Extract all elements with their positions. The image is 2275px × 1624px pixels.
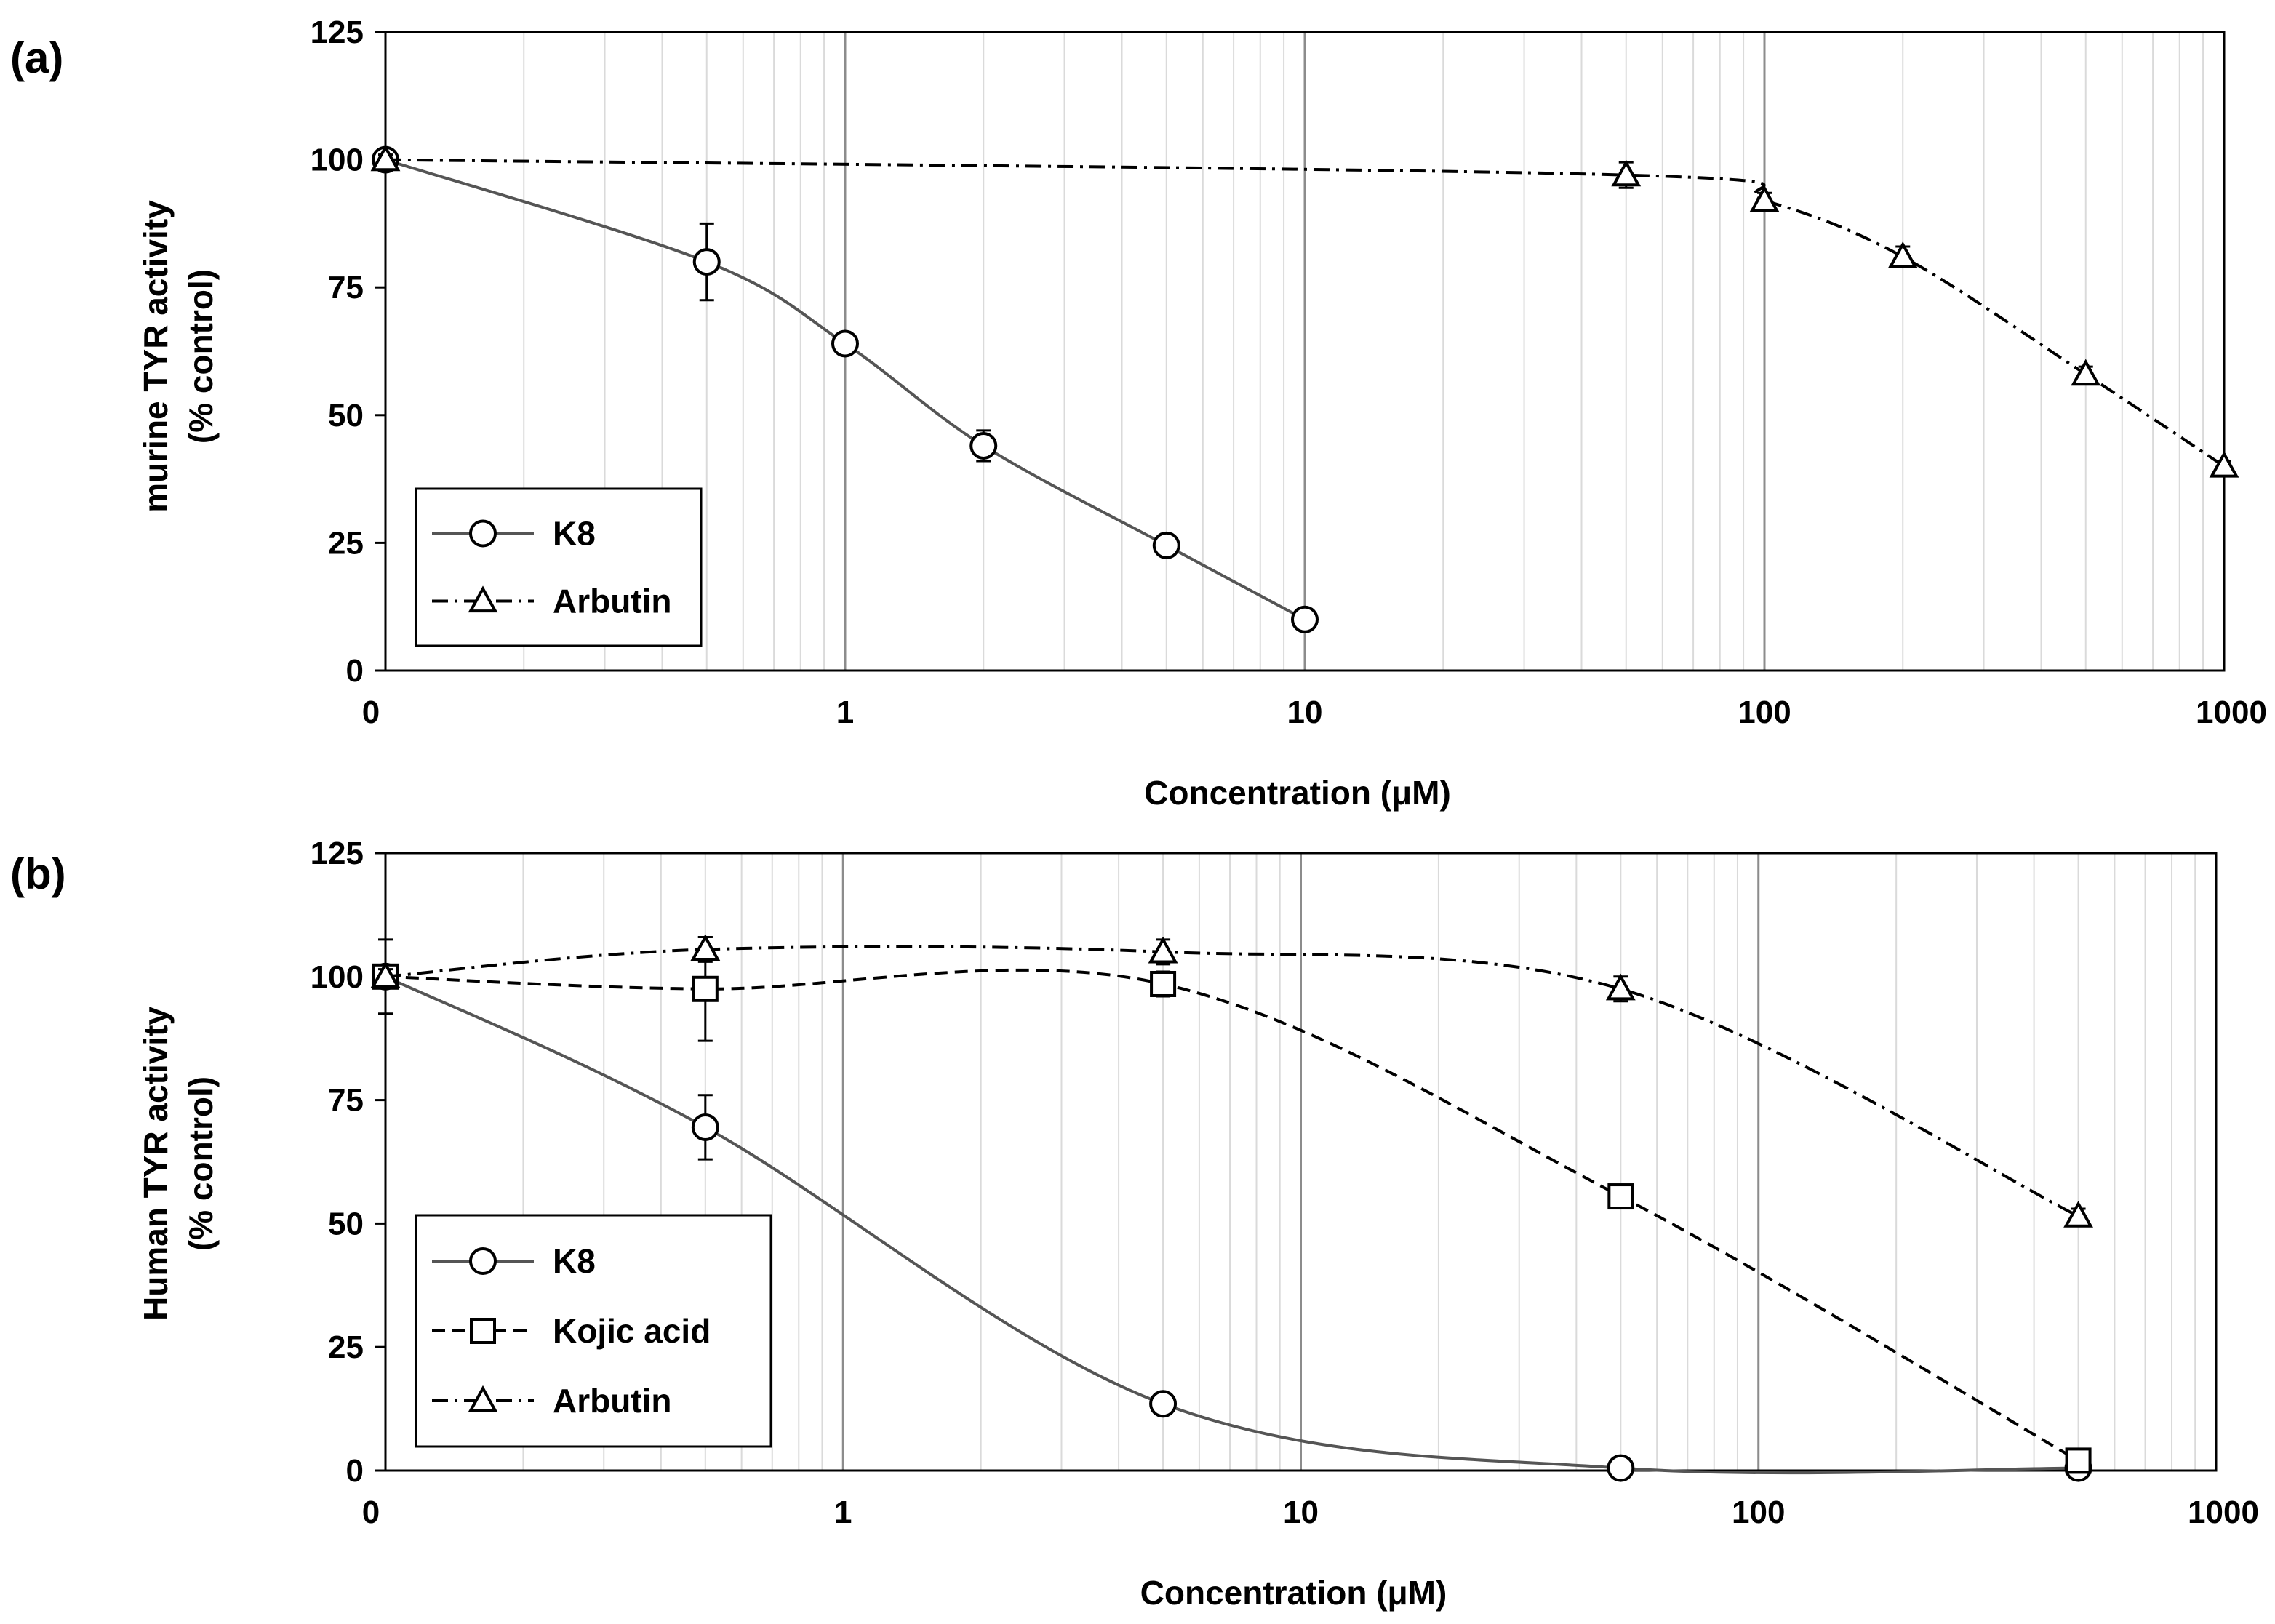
- gridlines: [523, 32, 2204, 671]
- legend: K8 Arbutin: [415, 487, 703, 647]
- x-tick-label: 1000: [2196, 695, 2267, 730]
- legend-label: Kojic acid: [553, 1312, 711, 1350]
- x-tick-label: 100: [1738, 695, 1791, 730]
- data-point-triangle: [2071, 359, 2101, 386]
- y-tick-label: 125: [311, 836, 364, 871]
- data-point-circle: [1149, 1390, 1178, 1418]
- panel-label: (a): [10, 33, 63, 82]
- x-tick-label: 1: [834, 1495, 852, 1530]
- y-axis-title: murine TYR activity (% control): [137, 200, 220, 513]
- panel-a: 0 25 50 75 100 125 0 1 10 100 1000 Concentration (μ…: [10, 15, 2267, 812]
- series-line: [385, 968, 2079, 1463]
- x-tick-label: 1: [836, 695, 854, 730]
- y-tick-label: 50: [328, 398, 364, 433]
- x-tick-label: 0: [362, 1495, 380, 1530]
- y-axis-title: Human TYR activity (% control): [137, 1007, 220, 1321]
- y-axis-title-line-1: Human TYR activity: [137, 1007, 175, 1321]
- legend-marker-triangle: [468, 585, 498, 613]
- plot-frame: [384, 852, 2218, 1472]
- series-arbutin: [370, 934, 2093, 1228]
- y-tick-label: 0: [346, 653, 364, 689]
- data-point-triangle: [690, 934, 721, 961]
- y-tick-label: 100: [311, 959, 364, 995]
- y-tick-label: 75: [328, 270, 364, 305]
- legend-marker-circle: [469, 1247, 497, 1275]
- y-tick-label: 50: [328, 1206, 364, 1241]
- data-point-circle: [692, 248, 721, 276]
- series-arbutin: [370, 144, 2239, 478]
- data-point-circle: [1607, 1454, 1635, 1482]
- data-point-triangle: [1611, 159, 1642, 187]
- series-line: [385, 945, 2079, 1218]
- x-axis-title: Concentration (μM): [1144, 774, 1451, 812]
- legend-box: [415, 487, 703, 647]
- data-point-triangle: [2209, 450, 2239, 478]
- data-point-triangle: [1749, 185, 1780, 212]
- gridlines: [522, 853, 2196, 1471]
- data-point-triangle: [1887, 241, 1918, 268]
- legend-marker-square: [470, 1318, 496, 1344]
- y-axis-title-line-2: (% control): [182, 1076, 220, 1251]
- legend-marker-triangle: [468, 1385, 498, 1412]
- plot-frame: [384, 31, 2226, 672]
- legend: K8 Kojic acid Arbutin: [415, 1214, 772, 1448]
- x-tick-label: 10: [1283, 1495, 1319, 1530]
- data-point-circle: [1152, 531, 1180, 559]
- legend-label: K8: [553, 1242, 596, 1280]
- y-axis-title-line-2: (% control): [182, 269, 220, 444]
- data-point-triangle: [1148, 936, 1178, 964]
- y-tick-label: 25: [328, 525, 364, 561]
- data-point-square: [692, 975, 719, 1002]
- panel-label: (b): [10, 849, 66, 898]
- y-tick-label: 25: [328, 1329, 364, 1365]
- series-kojic-acid: [372, 935, 2092, 1474]
- legend-label: Arbutin: [553, 583, 672, 620]
- data-point-square: [2065, 1447, 2092, 1474]
- legend-label: K8: [553, 515, 596, 553]
- data-point-circle: [831, 329, 859, 358]
- y-axis-title-line-1: murine TYR activity: [137, 200, 175, 513]
- y-tick-label: 75: [328, 1083, 364, 1119]
- x-tick-label: 0: [362, 695, 380, 730]
- y-tick-label: 0: [346, 1453, 364, 1489]
- x-tick-label: 10: [1287, 695, 1323, 730]
- data-point-triangle: [370, 961, 401, 988]
- x-tick-label: 100: [1732, 1495, 1785, 1530]
- panel-b: 0 25 50 75 100 125 0 1 10 100 1000 Concentration (μ…: [10, 836, 2259, 1612]
- y-tick-label: 125: [311, 15, 364, 50]
- legend-marker-circle: [469, 519, 497, 548]
- data-point-triangle: [2063, 1201, 2093, 1228]
- legend-label: Arbutin: [553, 1382, 672, 1420]
- data-point-square: [1150, 970, 1177, 997]
- y-tick-label: 100: [311, 143, 364, 178]
- data-point-square: [1607, 1183, 1634, 1210]
- data-point-circle: [691, 1113, 719, 1141]
- data-point-circle: [1291, 605, 1319, 633]
- data-point-triangle: [370, 144, 401, 172]
- x-tick-label: 1000: [2188, 1495, 2259, 1530]
- x-axis-title: Concentration (μM): [1140, 1574, 1447, 1612]
- series-line: [385, 158, 2226, 468]
- data-point-circle: [969, 431, 998, 460]
- data-point-triangle: [1605, 973, 1636, 1001]
